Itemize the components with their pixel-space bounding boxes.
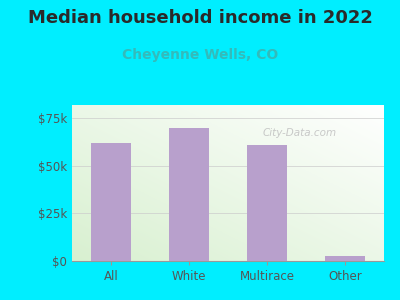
Text: City-Data.com: City-Data.com <box>263 128 337 138</box>
Bar <box>169 128 209 261</box>
Text: Cheyenne Wells, CO: Cheyenne Wells, CO <box>122 48 278 62</box>
Text: Median household income in 2022: Median household income in 2022 <box>28 9 372 27</box>
Bar <box>247 145 287 261</box>
Bar <box>91 143 131 261</box>
Bar <box>325 256 365 261</box>
